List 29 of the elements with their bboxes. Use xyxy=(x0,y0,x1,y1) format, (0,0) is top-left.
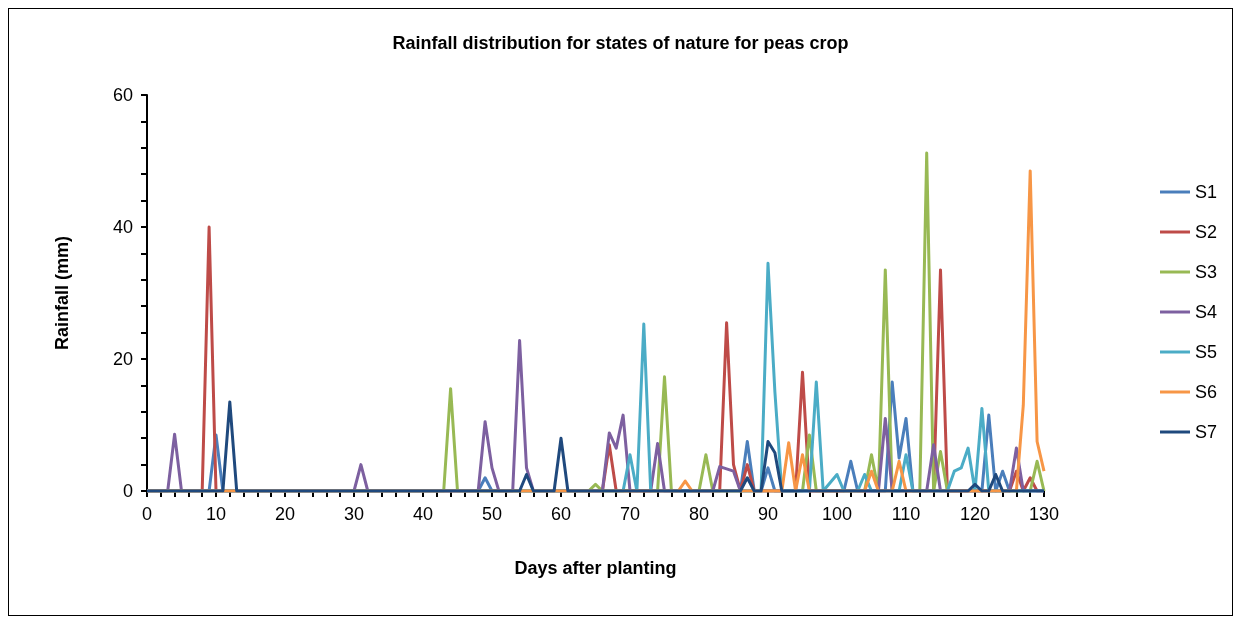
legend-label: S7 xyxy=(1194,422,1218,442)
x-tick-label: 0 xyxy=(141,504,153,524)
line-series xyxy=(145,400,1046,493)
legend-label: S4 xyxy=(1194,302,1218,322)
y-tick-label: 40 xyxy=(112,217,133,237)
x-tick-label: 130 xyxy=(1028,504,1060,524)
legend-label: S2 xyxy=(1194,222,1218,242)
x-tick-label: 30 xyxy=(343,504,365,524)
y-tick-label: 0 xyxy=(122,481,133,501)
x-tick-label: 10 xyxy=(205,504,227,524)
x-tick-label: 120 xyxy=(959,504,991,524)
x-tick-label: 80 xyxy=(688,504,710,524)
x-tick-label: 100 xyxy=(821,504,853,524)
x-tick-label: 20 xyxy=(274,504,296,524)
x-tick-label: 110 xyxy=(891,504,921,524)
x-tick-label: 70 xyxy=(619,504,641,524)
legend-label: S1 xyxy=(1194,182,1218,202)
x-tick-label: 60 xyxy=(550,504,572,524)
y-axis-title: Rainfall (mm) xyxy=(52,235,72,351)
chart-title: Rainfall distribution for states of nature for peas crop xyxy=(392,33,849,53)
legend-label: S3 xyxy=(1194,262,1218,282)
legend-label: S6 xyxy=(1194,382,1218,402)
x-tick-label: 50 xyxy=(481,504,503,524)
legend-label: S5 xyxy=(1194,342,1218,362)
y-tick-label: 20 xyxy=(112,349,133,369)
x-tick-label: 40 xyxy=(412,504,434,524)
x-axis-title: Days after planting xyxy=(514,558,677,578)
y-tick-label: 60 xyxy=(112,85,133,105)
x-tick-label: 90 xyxy=(757,504,779,524)
